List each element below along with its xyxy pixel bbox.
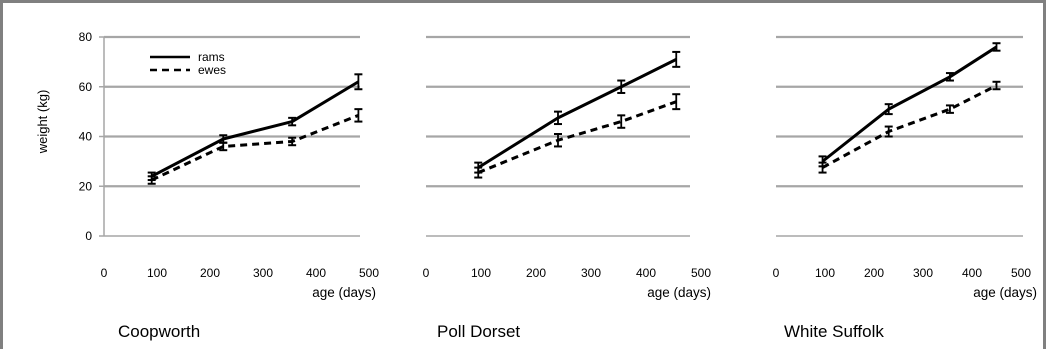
- chart-panel: 0 100 200 300 400 500 age (days) Poll Dorset: [423, 35, 711, 341]
- error-bar-rams: [617, 79, 626, 94]
- series-line-ewes: [477, 100, 677, 174]
- error-bar-ewes: [354, 108, 363, 123]
- series-line-rams: [477, 58, 677, 169]
- error-bar-rams: [945, 72, 954, 82]
- error-bar-ewes: [945, 104, 954, 114]
- error-bar-ewes: [818, 161, 827, 174]
- x-tick-label: 300: [913, 266, 933, 280]
- error-bar-ewes: [884, 125, 893, 138]
- x-tick-label: 200: [200, 266, 220, 280]
- error-bar-rams: [884, 103, 893, 116]
- error-bar-rams: [992, 42, 1001, 52]
- panel-title: Coopworth: [118, 322, 200, 341]
- x-tick-label: 400: [306, 266, 326, 280]
- panel-title: White Suffolk: [784, 322, 884, 341]
- x-axis-label: age (days): [312, 285, 376, 300]
- x-tick-label: 0: [101, 266, 108, 280]
- y-tick-label: 60: [79, 80, 93, 94]
- x-axis-label: age (days): [647, 285, 711, 300]
- x-tick-label: 300: [581, 266, 601, 280]
- series-line-ewes: [821, 84, 998, 169]
- error-bar-ewes: [147, 175, 156, 185]
- x-tick-label: 500: [691, 266, 711, 280]
- error-bar-ewes: [474, 166, 483, 179]
- x-tick-label: 0: [773, 266, 780, 280]
- error-bar-rams: [288, 116, 297, 127]
- x-tick-label: 500: [1011, 266, 1031, 280]
- x-tick-label: 100: [147, 266, 167, 280]
- x-tick-label: 100: [815, 266, 835, 280]
- x-tick-label: 200: [864, 266, 884, 280]
- series-line-rams: [821, 45, 998, 163]
- series-line-ewes: [151, 113, 359, 182]
- x-tick-label: 500: [359, 266, 379, 280]
- x-axis-label: age (days): [973, 285, 1037, 300]
- error-bar-ewes: [554, 133, 562, 148]
- y-tick-label: 80: [79, 30, 93, 44]
- error-bar-ewes: [219, 141, 228, 152]
- legend-label-ewes: ewes: [198, 63, 226, 77]
- error-bar-ewes: [672, 93, 681, 111]
- x-tick-label: 400: [636, 266, 656, 280]
- chart-panel: 0 20 40 60 80 weight (kg) 0 100 200 300 400 500 age …: [35, 30, 379, 341]
- x-tick-label: 400: [962, 266, 982, 280]
- error-bar-rams: [554, 110, 562, 126]
- error-bar-rams: [672, 50, 681, 68]
- panel-title: Poll Dorset: [437, 322, 520, 341]
- y-tick-label: 0: [85, 229, 92, 243]
- legend-label-rams: rams: [198, 50, 225, 64]
- error-bar-ewes: [992, 80, 1001, 91]
- chart-panel: 0 100 200 300 400 500 age (days) White Suffolk: [773, 35, 1037, 341]
- x-tick-label: 100: [471, 266, 491, 280]
- y-tick-label: 40: [79, 130, 93, 144]
- error-bar-rams: [354, 73, 363, 91]
- x-tick-label: 200: [526, 266, 546, 280]
- error-bar-ewes: [617, 114, 626, 129]
- x-tick-label: 0: [423, 266, 430, 280]
- y-axis-label: weight (kg): [35, 90, 50, 155]
- y-tick-label: 20: [79, 179, 93, 193]
- series-line-rams: [151, 80, 360, 178]
- error-bar-ewes: [288, 136, 297, 147]
- x-tick-label: 300: [253, 266, 273, 280]
